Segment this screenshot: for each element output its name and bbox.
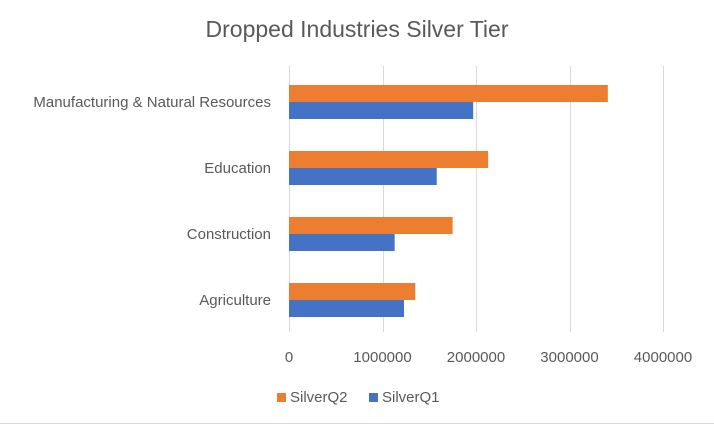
category-labels: Agriculture Construction Education Manufact… [33,94,271,309]
category-label-manufacturing-natural-resources: Manufacturing & Natural Resources [33,94,271,111]
legend-label-silverq2: SilverQ2 [290,389,348,406]
category-label-agriculture: Agriculture [199,292,271,309]
x-tick-label-4: 4000000 [634,349,692,366]
category-label-education: Education [204,160,271,177]
x-axis-tick-labels: 0 1000000 2000000 3000000 4000000 [285,349,692,366]
legend-swatch-silverq1 [369,393,378,402]
legend-swatch-silverq2 [277,393,286,402]
bars [289,85,608,317]
legend-label-silverq1: SilverQ1 [382,389,440,406]
category-label-construction: Construction [187,226,271,243]
bar-silverq2-manufacturing-natural-resources [289,85,608,102]
x-tick-label-3: 3000000 [540,349,598,366]
bar-silverq1-manufacturing-natural-resources [289,102,474,119]
bar-silverq2-education [289,151,489,168]
chart-title: Dropped Industries Silver Tier [206,16,509,42]
bar-silverq2-construction [289,217,453,234]
bar-silverq1-education [289,168,437,185]
x-tick-label-1: 1000000 [353,349,411,366]
bar-silverq1-construction [289,234,395,251]
x-tick-label-0: 0 [285,349,293,366]
x-tick-label-2: 2000000 [447,349,505,366]
bar-silverq2-agriculture [289,283,416,300]
bottom-divider [0,423,714,424]
bar-silverq1-agriculture [289,300,405,317]
legend: SilverQ2 SilverQ1 [277,389,440,406]
